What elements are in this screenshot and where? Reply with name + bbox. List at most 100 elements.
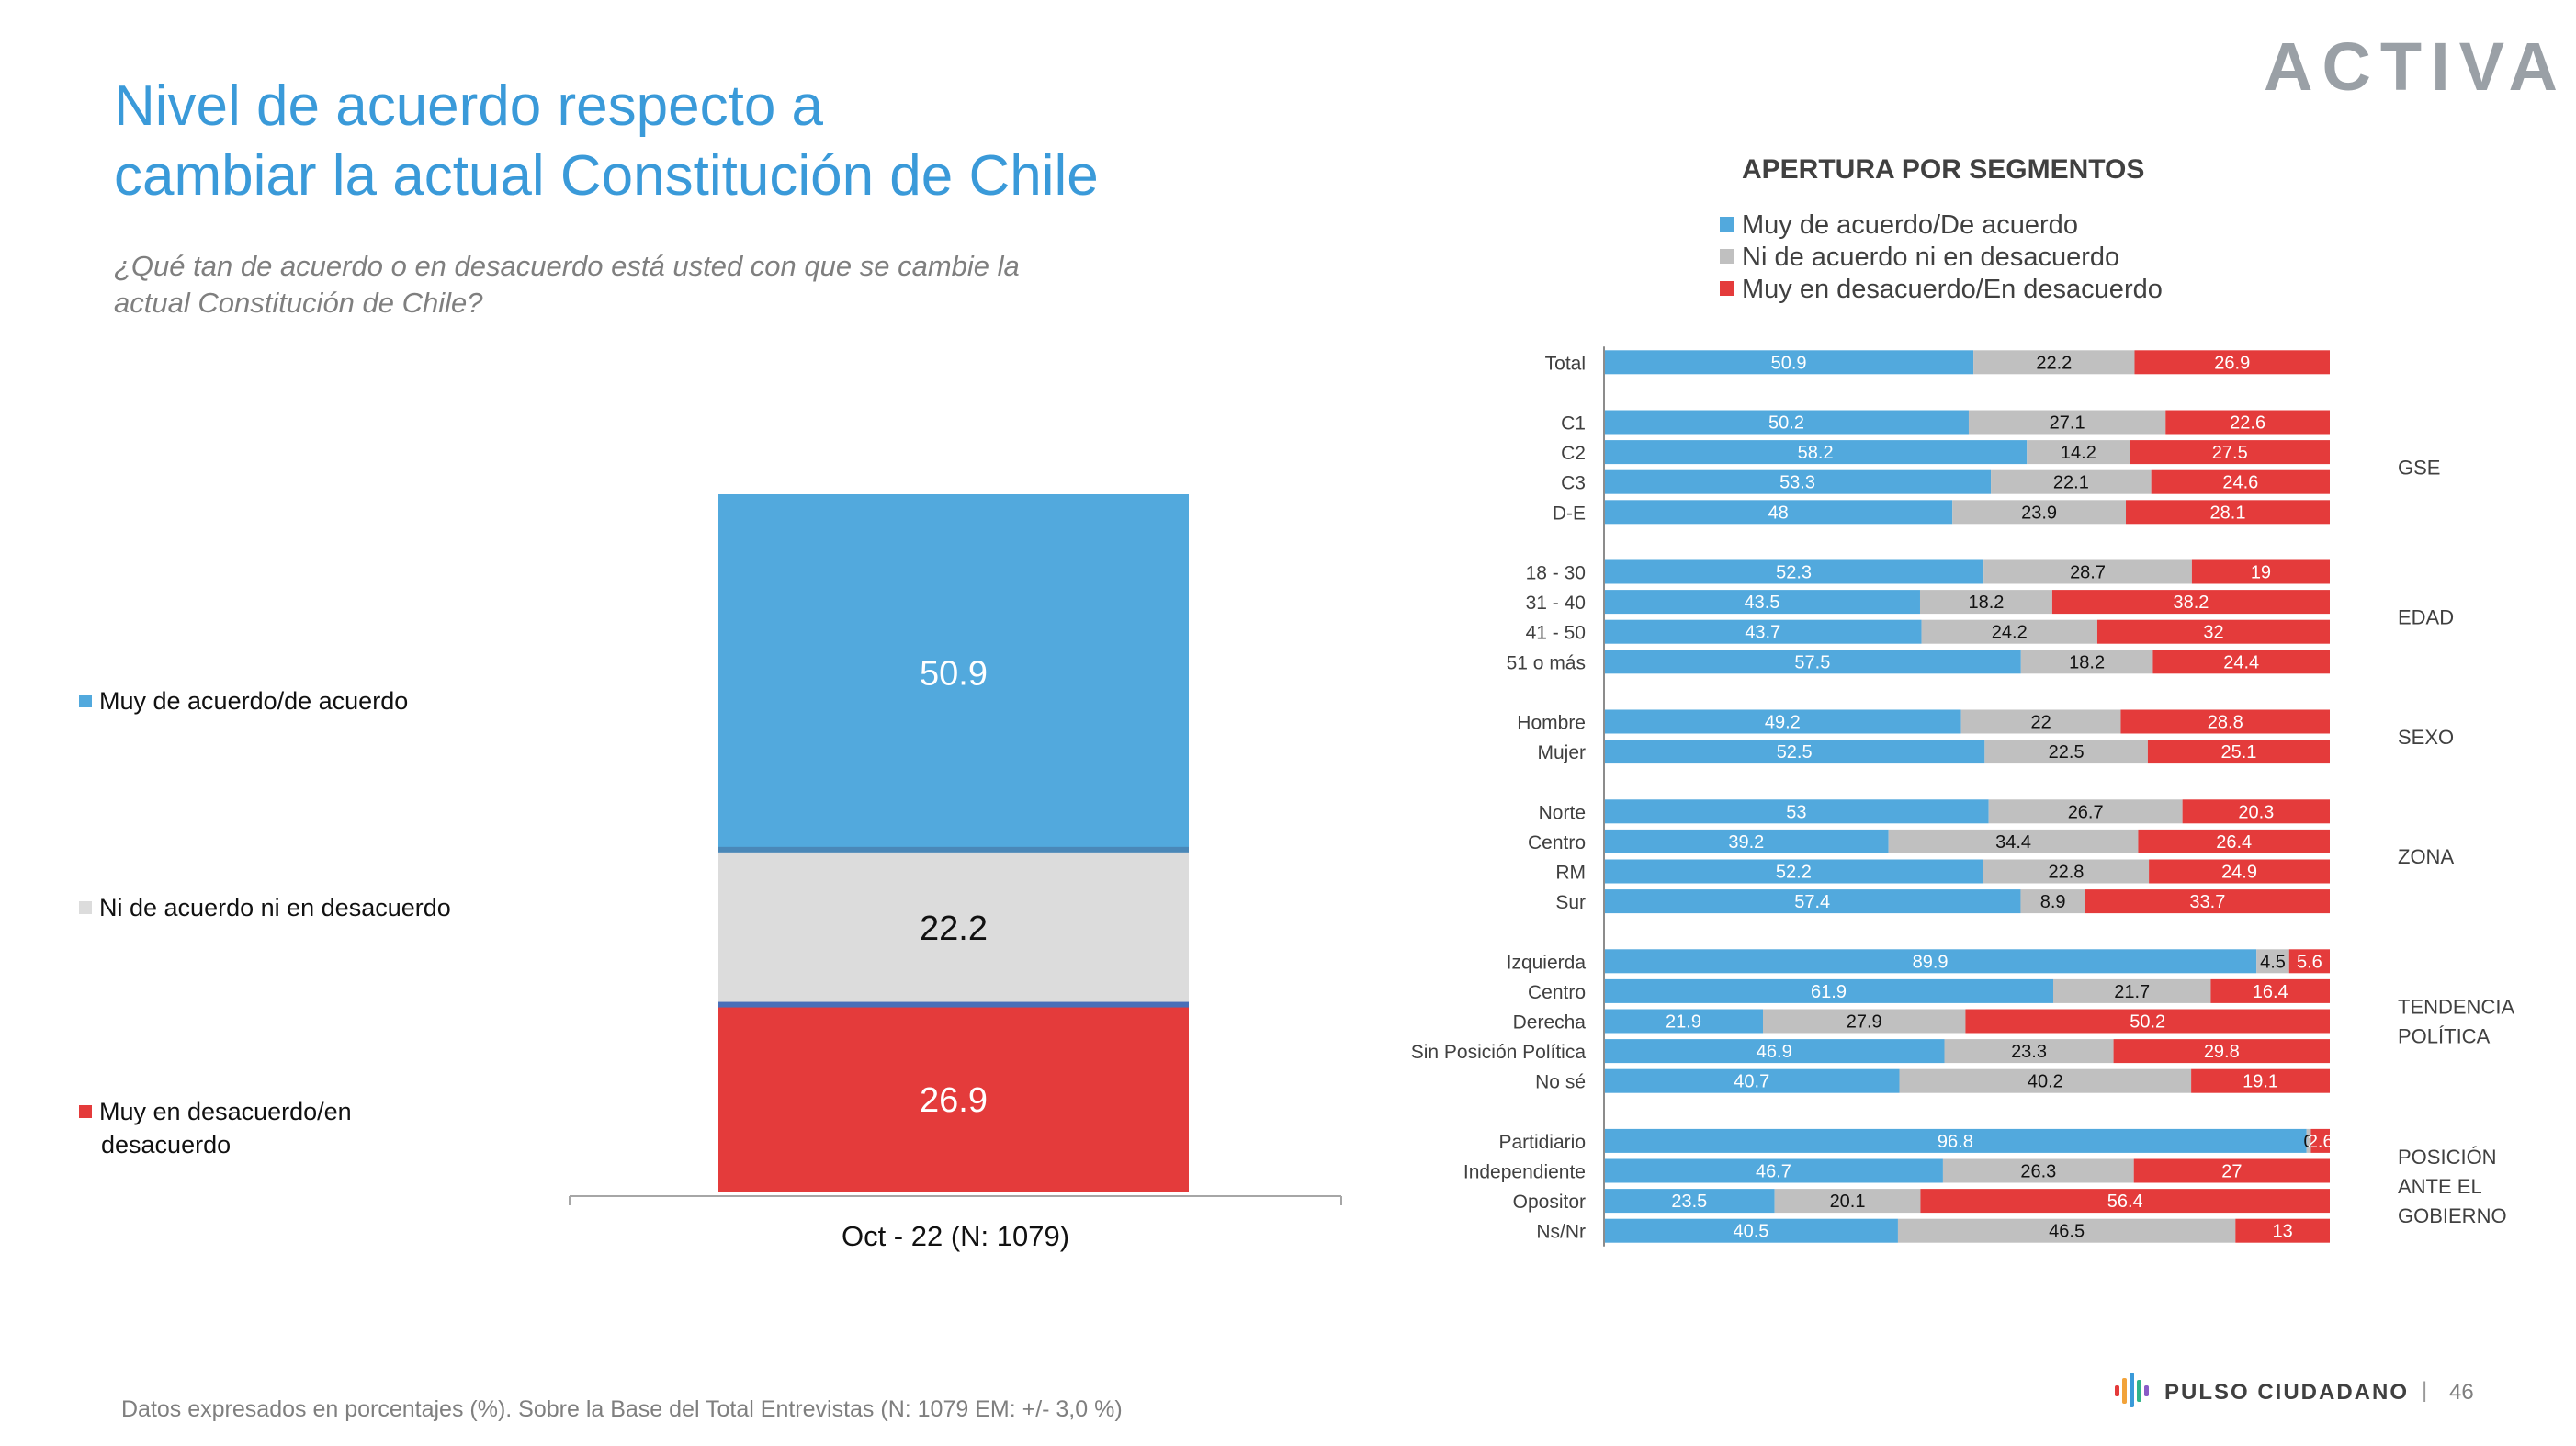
segment-bar-value: 8.9	[2040, 892, 2066, 912]
segment-bar	[1920, 1189, 2330, 1214]
segment-bar	[1604, 650, 2021, 674]
segment-bar	[2130, 440, 2330, 465]
segment-bar-value: 27.5	[2212, 443, 2248, 463]
segment-row-label: Hombre	[1517, 713, 1586, 734]
segment-group-label: GOBIERNO	[2398, 1204, 2507, 1227]
segment-bar-value: 4.5	[2260, 952, 2286, 972]
main-bar-disagree-label: 26.9	[920, 1081, 988, 1120]
segment-bar	[1604, 889, 2021, 914]
segment-bar	[1604, 1039, 1945, 1064]
main-bar-agree-label: 50.9	[920, 654, 988, 693]
segment-bar	[2306, 1128, 2311, 1153]
legend-neutral: Ni de acuerdo ni en desacuerdo	[79, 891, 451, 924]
segment-row-label: No sé	[1535, 1072, 1586, 1093]
segment-bar-value: 40.7	[1734, 1072, 1769, 1092]
segment-row-label: Izquierda	[1507, 952, 1587, 973]
survey-question: ¿Qué tan de acuerdo o en desacuerdo está…	[114, 248, 1020, 322]
segment-bar	[1965, 1009, 2330, 1034]
segment-bar-value: 43.7	[1745, 623, 1780, 643]
segment-bar	[2147, 740, 2330, 764]
segment-bar-value: 52.2	[1776, 863, 1812, 883]
main-x-category-label: Oct - 22 (N: 1079)	[842, 1220, 1069, 1252]
segment-bar	[1968, 410, 2166, 435]
segment-bar	[1604, 410, 1969, 435]
segment-bar-value: 32	[2203, 623, 2223, 643]
segment-bar	[1983, 859, 2150, 884]
segment-row-label: RM	[1555, 863, 1586, 884]
segment-row-label: Centro	[1528, 982, 1586, 1003]
legend-neutral-swatch	[79, 900, 92, 914]
segment-bar	[2256, 949, 2289, 974]
segment-bar-value: 26.9	[2214, 353, 2250, 373]
segment-bar-value: 40.2	[2028, 1072, 2063, 1092]
segment-bar	[1944, 1039, 2114, 1064]
segment-bar-value: 58.2	[1798, 443, 1834, 463]
segment-bar-value: 22.6	[2230, 413, 2265, 434]
segment-bar-value: 53	[1786, 802, 1806, 822]
segment-row-label: Centro	[1528, 832, 1586, 853]
segment-bar	[2210, 978, 2330, 1003]
segment-bar	[1604, 469, 1992, 494]
segment-bar	[1604, 799, 1989, 824]
segment-bar	[1604, 859, 1983, 884]
segment-bar-value: 27.1	[2050, 413, 2085, 434]
segment-bar	[1774, 1189, 1921, 1214]
segment-bar-value: 52.5	[1777, 742, 1813, 763]
segment-bar-value: 50.2	[2130, 1012, 2165, 1033]
segment-bar-value: 27	[2221, 1162, 2242, 1182]
segment-bar	[1919, 590, 2052, 615]
main-bar-separator-agree	[718, 846, 1189, 853]
segment-bar-value: 14.2	[2061, 443, 2096, 463]
segment-bar	[1888, 829, 2139, 853]
segment-bar	[2126, 500, 2330, 525]
segment-bar-value: 28.1	[2210, 503, 2246, 523]
survey-question-line1: ¿Qué tan de acuerdo o en desacuerdo está…	[114, 250, 1020, 282]
segment-group-label: EDAD	[2398, 605, 2454, 628]
segment-bar	[2134, 350, 2330, 375]
segment-bar-value: 38.2	[2173, 593, 2209, 613]
segments-legend-disagree: Muy en desacuerdo/En desacuerdo	[1720, 274, 2163, 306]
segment-bar-value: 50.9	[1771, 353, 1807, 373]
segment-bar	[2085, 889, 2330, 914]
page-number: 46	[2449, 1380, 2474, 1405]
segment-row-label: Derecha	[1513, 1012, 1587, 1034]
segment-bar-value: 50.2	[1768, 413, 1804, 434]
segment-bar-value: 29.8	[2204, 1042, 2240, 1062]
segment-bar-value: 16.4	[2253, 982, 2288, 1002]
segment-bar-value: 52.3	[1776, 563, 1812, 583]
segment-row-label: Total	[1545, 353, 1586, 374]
segment-bar	[2152, 650, 2330, 674]
segment-bar-value: 2.6	[2308, 1132, 2333, 1152]
segments-legend-neutral-label: Ni de acuerdo ni en desacuerdo	[1742, 243, 2120, 272]
segment-bar	[2051, 590, 2330, 615]
segment-bar	[1604, 1068, 1900, 1093]
segment-bar-value: 0	[2304, 1132, 2314, 1152]
segments-legend-agree-label: Muy de acuerdo/De acuerdo	[1742, 210, 2078, 240]
segment-bar-value: 18.2	[1968, 593, 2004, 613]
segment-bar	[1604, 709, 1961, 734]
segment-group-label: TENDENCIA	[2398, 996, 2514, 1019]
segment-bar	[2149, 859, 2330, 884]
segment-bar	[1604, 949, 2257, 974]
segment-bar-value: 22.8	[2048, 863, 2084, 883]
segment-bar	[2096, 619, 2330, 644]
segment-bar	[1604, 1158, 1943, 1183]
segment-bar	[1604, 740, 1985, 764]
segment-bar	[1988, 799, 2183, 824]
segment-row-label: Norte	[1539, 802, 1586, 823]
segment-bar-value: 21.9	[1666, 1012, 1701, 1033]
segment-bar-value: 39.2	[1728, 832, 1764, 853]
segment-bar	[2020, 650, 2153, 674]
page-title-line1: Nivel de acuerdo respecto a	[114, 74, 824, 138]
legend-disagree-label-line2: desacuerdo	[101, 1131, 232, 1158]
main-bar-disagree	[718, 1004, 1189, 1192]
segment-bar-value: 22.1	[2053, 473, 2089, 493]
segment-bar-value: 57.4	[1794, 892, 1830, 912]
segment-row-label: C1	[1561, 413, 1586, 435]
legend-agree-swatch	[79, 694, 92, 707]
survey-question-line2: actual Constitución de Chile?	[114, 287, 483, 319]
segments-legend-disagree-swatch	[1720, 281, 1734, 297]
segment-group-label: SEXO	[2398, 726, 2454, 749]
segment-bar-value: 56.4	[2107, 1192, 2143, 1212]
segment-bar	[1984, 740, 2148, 764]
